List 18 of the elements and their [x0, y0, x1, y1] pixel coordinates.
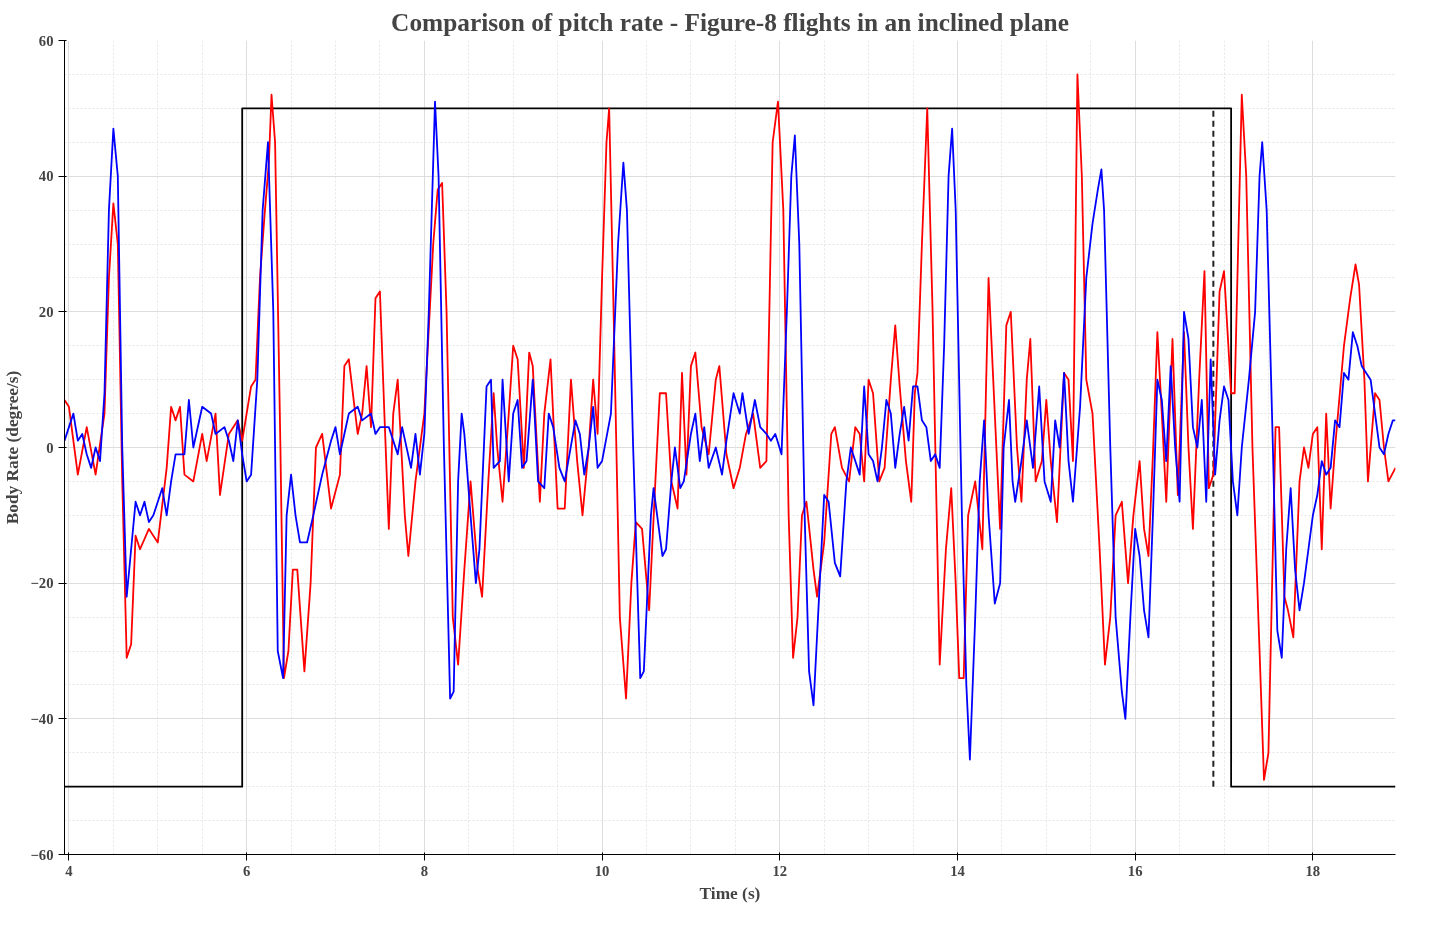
- x-tick-label: 16: [1127, 862, 1143, 879]
- x-tick-label: 10: [594, 862, 610, 879]
- x-tick-label: 12: [772, 862, 788, 879]
- y-tick-label: 20: [38, 303, 54, 320]
- chart-title: Comparison of pitch rate - Figure-8 flights in an inclined plane: [391, 7, 1069, 36]
- y-tick-label: 60: [38, 32, 54, 49]
- x-tick-label: 4: [65, 862, 74, 879]
- y-tick-label: −40: [30, 710, 54, 727]
- y-tick-label: 0: [46, 439, 54, 456]
- y-tick-label: −20: [30, 575, 54, 592]
- x-tick-label: 14: [950, 862, 966, 879]
- x-axis-title: Time (s): [699, 883, 761, 903]
- y-axis-title: Body Rate (degree/s): [3, 370, 23, 525]
- x-tick-label: 18: [1305, 862, 1321, 879]
- x-tick-label: 6: [242, 862, 251, 879]
- y-tick-label: 40: [38, 168, 54, 185]
- x-tick-label: 8: [420, 862, 429, 879]
- y-tick-label: −60: [30, 846, 54, 863]
